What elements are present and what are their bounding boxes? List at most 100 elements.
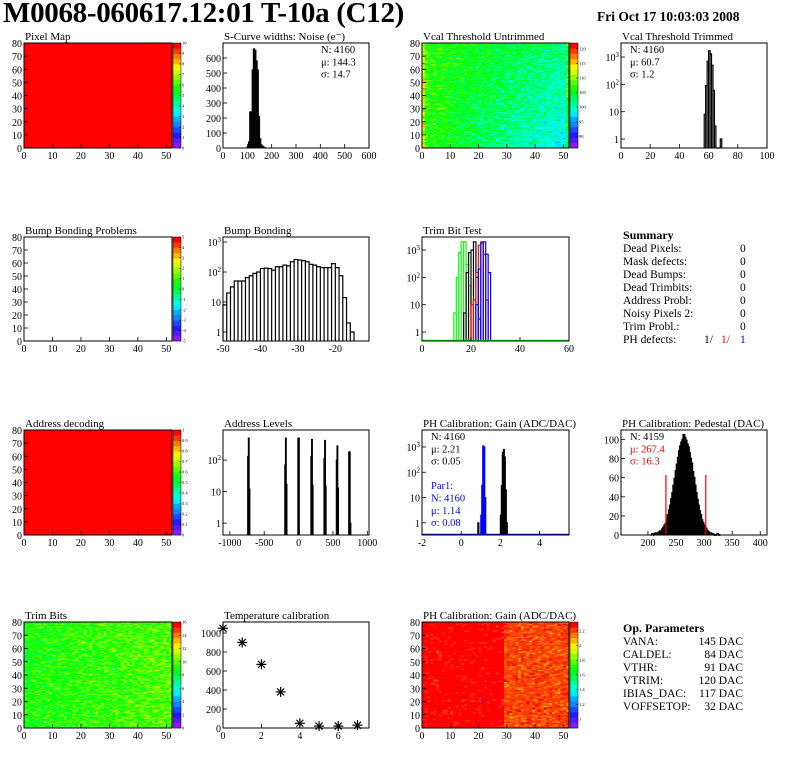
heatmap-cell	[433, 53, 437, 56]
heatmap-cell	[506, 121, 510, 124]
heatmap-cell	[461, 113, 465, 116]
heatmap-cell	[430, 79, 434, 82]
heatmap-cell	[515, 95, 519, 98]
heatmap-cell	[464, 98, 468, 100]
heatmap-cell	[498, 146, 502, 149]
heatmap-cell	[475, 86, 479, 88]
heatmap-cell	[487, 103, 491, 105]
heatmap-cell	[424, 64, 428, 66]
heatmap-cell	[478, 142, 482, 145]
heatmap-cell	[447, 123, 451, 125]
heatmap-cell	[464, 65, 468, 67]
heatmap-cell	[450, 94, 454, 96]
heatmap-cell	[430, 82, 434, 84]
heatmap-cell	[455, 138, 460, 141]
heatmap-cell	[472, 46, 477, 49]
heatmap-cell	[481, 102, 485, 104]
heatmap-cell	[503, 58, 508, 61]
heatmap-cell	[467, 79, 471, 82]
heatmap-cell	[509, 94, 513, 96]
heatmap-cell	[518, 128, 522, 130]
heatmap-cell	[529, 71, 533, 74]
heatmap-cell	[503, 111, 508, 113]
heatmap-cell	[467, 104, 471, 107]
heatmap-cell	[470, 58, 474, 61]
heatmap-cell	[523, 86, 527, 88]
heatmap-cell	[444, 142, 448, 145]
heatmap-cell	[503, 117, 508, 120]
heatmap-cell	[444, 96, 448, 99]
heatmap-cell	[529, 86, 533, 88]
heatmap-cell	[458, 83, 462, 86]
heatmap-cell	[464, 46, 468, 49]
heatmap-cell	[430, 104, 434, 107]
heatmap-cell	[458, 90, 462, 92]
heatmap-cell	[484, 73, 488, 75]
x-tick-label: 20	[76, 538, 86, 549]
heatmap-cell	[436, 54, 440, 57]
heatmap-cell	[447, 99, 451, 102]
heatmap-cell	[441, 92, 445, 95]
heatmap-cell	[515, 112, 519, 115]
heatmap-cell	[450, 92, 454, 95]
heatmap-cell	[492, 91, 496, 94]
heatmap-cell	[453, 145, 457, 147]
heatmap-cell	[518, 124, 522, 126]
heatmap-cell	[438, 127, 443, 129]
heatmap-cell	[481, 136, 485, 138]
heatmap-cell	[438, 50, 443, 53]
heatmap-cell	[518, 71, 522, 74]
heatmap-cell	[495, 87, 499, 90]
heatmap-cell	[461, 62, 465, 65]
heatmap-cell	[461, 67, 465, 70]
heatmap-cell	[478, 50, 482, 53]
heatmap-cell	[518, 103, 522, 105]
y-tick-label: 10	[12, 324, 22, 335]
heatmap-cell	[532, 142, 536, 145]
heatmap-cell	[487, 115, 491, 117]
heatmap-cell	[489, 128, 493, 130]
heatmap-cell	[475, 45, 479, 48]
heatmap-cell	[489, 75, 493, 78]
heatmap-cell	[467, 85, 471, 87]
heatmap-cell	[438, 54, 443, 57]
heatmap-cell	[529, 49, 533, 52]
heatmap-cell	[526, 49, 530, 52]
heatmap-cell	[498, 128, 502, 130]
heatmap-cell	[484, 77, 488, 79]
heatmap-cell	[506, 138, 510, 141]
heatmap-cell	[470, 109, 474, 112]
heatmap-cell	[481, 123, 485, 125]
heatmap-cell	[455, 44, 460, 46]
heatmap-cell	[515, 71, 519, 74]
heatmap-cell	[484, 138, 488, 141]
heatmap-cell	[501, 140, 505, 142]
heatmap-cell	[450, 85, 454, 87]
heatmap-cell	[509, 104, 513, 107]
heatmap-cell	[433, 82, 437, 84]
heatmap-cell	[461, 140, 465, 142]
heatmap-cell	[464, 54, 468, 57]
heatmap-cell	[501, 44, 505, 46]
heatmap-cell	[427, 53, 431, 56]
heatmap-cell	[489, 85, 493, 87]
heatmap-cell	[523, 100, 527, 103]
palette-tick-label: 105	[579, 90, 587, 95]
heatmap-cell	[509, 74, 513, 77]
y-tick-label: 400	[206, 84, 221, 95]
heatmap-cell	[503, 79, 508, 82]
heatmap-cell	[498, 87, 502, 90]
heatmap-cell	[438, 98, 443, 100]
heatmap-cell	[424, 88, 428, 91]
heatmap-cell	[455, 77, 460, 79]
heatmap-cell	[453, 50, 457, 53]
heatmap-cell	[498, 140, 502, 142]
heatmap-cell	[498, 45, 502, 48]
palette-swatch	[173, 440, 181, 447]
heatmap-cell	[509, 121, 513, 124]
heatmap-cell	[492, 90, 496, 92]
heatmap-cell	[518, 99, 522, 102]
heatmap-cell	[515, 99, 519, 102]
heatmap-cell	[424, 73, 428, 75]
heatmap-cell	[526, 108, 530, 111]
